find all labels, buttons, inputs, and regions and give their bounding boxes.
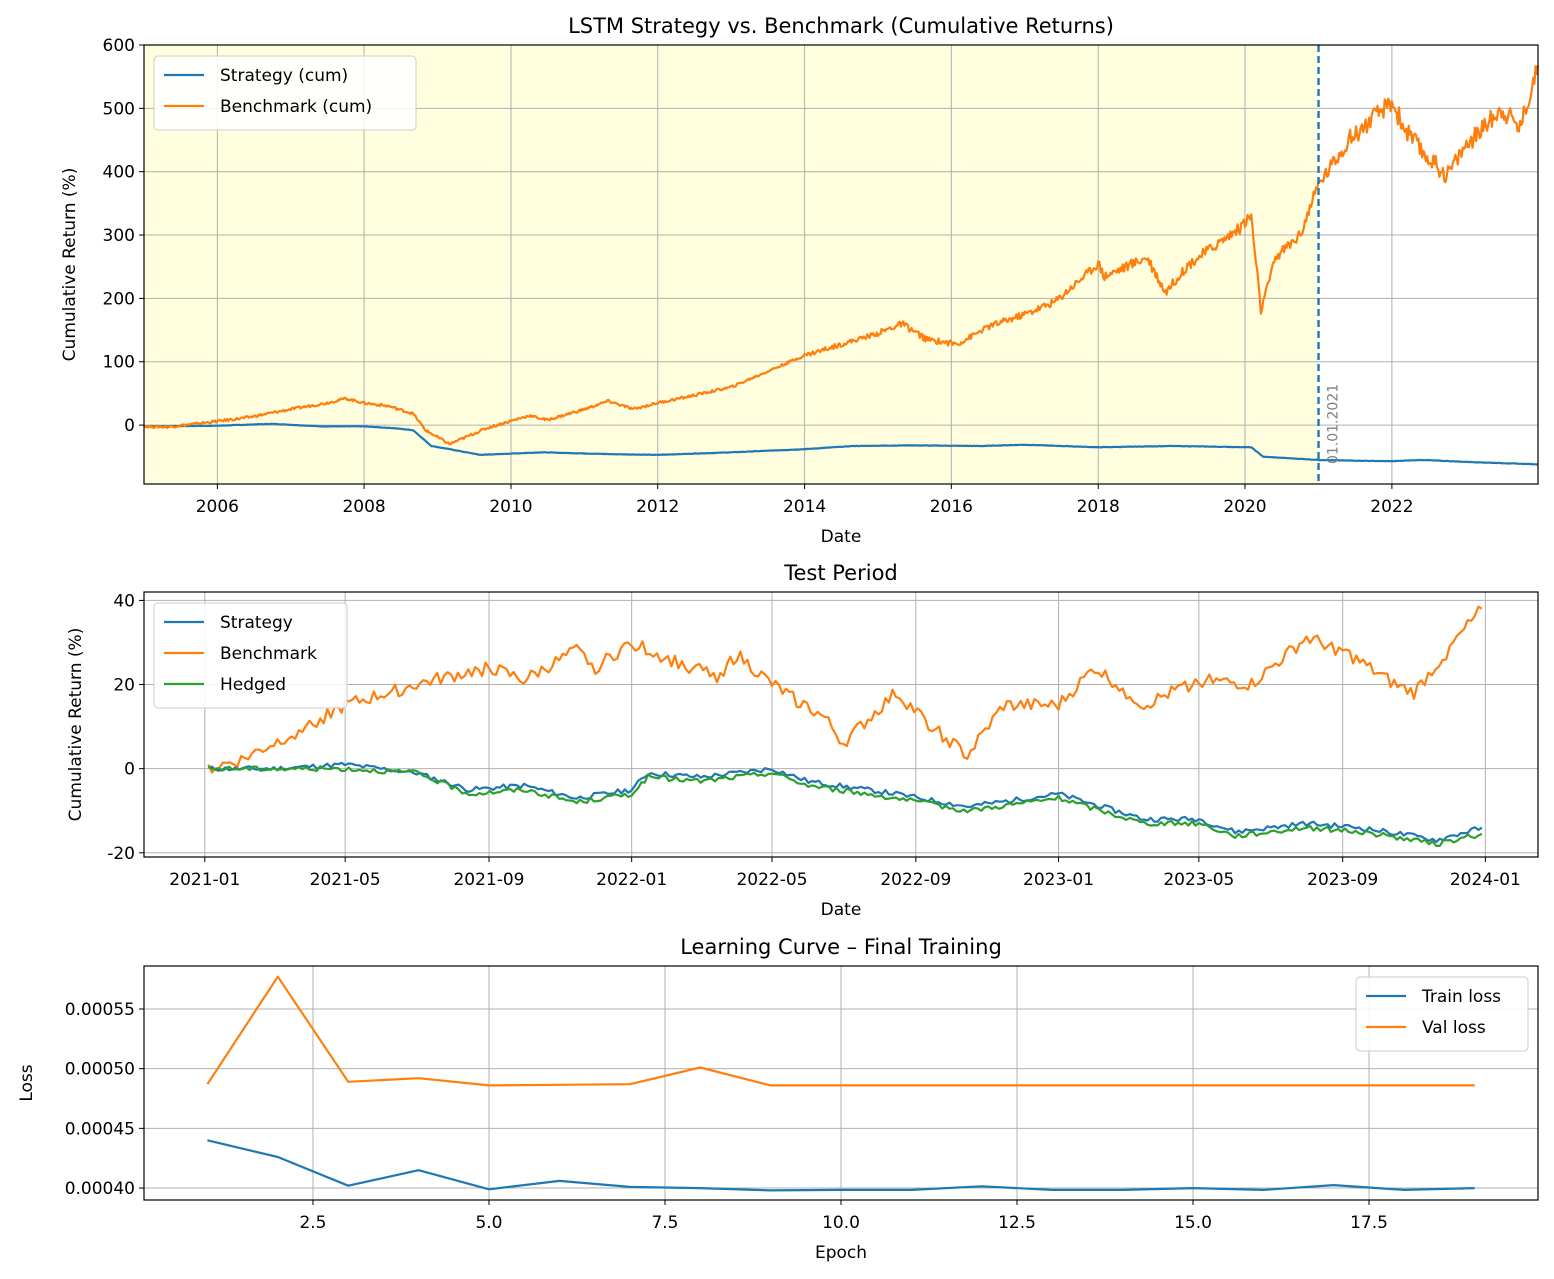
legend-box (153, 55, 417, 131)
y-axis-label: Loss (17, 1064, 37, 1101)
y-tick-label: 400 (103, 163, 135, 183)
x-tick-label: 2022-05 (736, 870, 807, 890)
x-axis-label: Date (821, 527, 862, 547)
x-tick-label: 2022 (1370, 497, 1413, 517)
y-tick-label: 500 (103, 99, 135, 119)
y-tick-label: 0 (124, 760, 135, 780)
x-tick-label: 2024-01 (1450, 870, 1521, 890)
x-tick-label: 2023-09 (1307, 870, 1378, 890)
benchmark-line (207, 605, 1483, 774)
x-tick-label: 2010 (489, 497, 532, 517)
legend-label: Val loss (1422, 1018, 1486, 1038)
x-tick-label: 2.5 (299, 1213, 326, 1233)
y-tick-label: 0.00045 (65, 1119, 135, 1139)
x-axis-label: Date (821, 900, 862, 920)
y-tick-label: 20 (113, 676, 135, 696)
y-tick-label: -20 (107, 844, 135, 864)
x-tick-label: 7.5 (651, 1213, 678, 1233)
x-tick-label: 2016 (930, 497, 973, 517)
x-tick-label: 2006 (196, 497, 239, 517)
y-axis-label: Cumulative Return (%) (66, 628, 86, 822)
x-tick-label: 15.0 (1174, 1213, 1212, 1233)
y-tick-label: 0.00040 (65, 1179, 135, 1199)
x-tick-label: 2008 (342, 497, 385, 517)
x-tick-label: 12.5 (998, 1213, 1036, 1233)
x-tick-label: 2021-01 (169, 870, 240, 890)
hedged-line (207, 765, 1483, 847)
x-tick-label: 2012 (636, 497, 679, 517)
y-tick-label: 0.00050 (65, 1060, 135, 1080)
cumulative-returns-chart: 0 100 200 300 400 500 600 2006 2008 2010 2012 2014 2… (60, 14, 1540, 547)
chart-title: Learning Curve – Final Training (680, 935, 1002, 959)
chart-title: LSTM Strategy vs. Benchmark (Cumulative … (568, 14, 1114, 38)
x-tick-label: 5.0 (475, 1213, 502, 1233)
x-tick-label: 2018 (1077, 497, 1120, 517)
y-tick-label: 100 (103, 353, 135, 373)
x-tick-label: 10.0 (822, 1213, 860, 1233)
val-loss-line (206, 975, 1475, 1087)
y-tick-label: 40 (113, 591, 135, 611)
x-tick-label: 2023-01 (1023, 870, 1094, 890)
legend-label: Strategy (220, 613, 293, 633)
legend-label: Strategy (cum) (220, 66, 348, 86)
axes-frame (143, 44, 1539, 485)
legend-label: Benchmark (220, 644, 317, 664)
y-tick-label: 300 (103, 226, 135, 246)
y-tick-label: 200 (103, 289, 135, 309)
x-tick-label: 2021-09 (453, 870, 524, 890)
y-tick-label: 0.00055 (65, 1000, 135, 1020)
y-axis-label: Cumulative Return (%) (60, 168, 80, 362)
y-tick-label: 600 (103, 36, 135, 56)
chart-title: Test Period (783, 561, 898, 585)
x-tick-label: 2014 (783, 497, 826, 517)
axes-frame (143, 591, 1539, 858)
strategy-cum-line (143, 422, 1539, 466)
test-period-chart: -20 0 20 40 2021-01 2021-05 2021-09 2022-01 2022… (66, 561, 1539, 920)
axes-frame (143, 965, 1539, 1201)
legend-label: Hedged (220, 675, 286, 695)
x-axis-label: Epoch (815, 1243, 867, 1263)
x-tick-label: 17.5 (1350, 1213, 1388, 1233)
split-date-label: 01.01.2021 (1326, 384, 1342, 464)
legend-label: Benchmark (cum) (220, 97, 372, 117)
benchmark-cum-line (143, 65, 1540, 446)
legend-box (153, 602, 348, 709)
x-tick-label: 2021-05 (310, 870, 381, 890)
x-tick-label: 2022-09 (880, 870, 951, 890)
learning-curve-chart: 0.00040 0.00045 0.00050 0.00055 2.5 5.0 7.5 10.… (17, 935, 1539, 1263)
x-tick-label: 2023-05 (1163, 870, 1234, 890)
train-loss-line (207, 1139, 1475, 1192)
legend-label: Train loss (1421, 987, 1501, 1007)
x-tick-label: 2022-01 (596, 870, 667, 890)
x-tick-label: 2020 (1223, 497, 1266, 517)
y-tick-label: 0 (124, 416, 135, 436)
